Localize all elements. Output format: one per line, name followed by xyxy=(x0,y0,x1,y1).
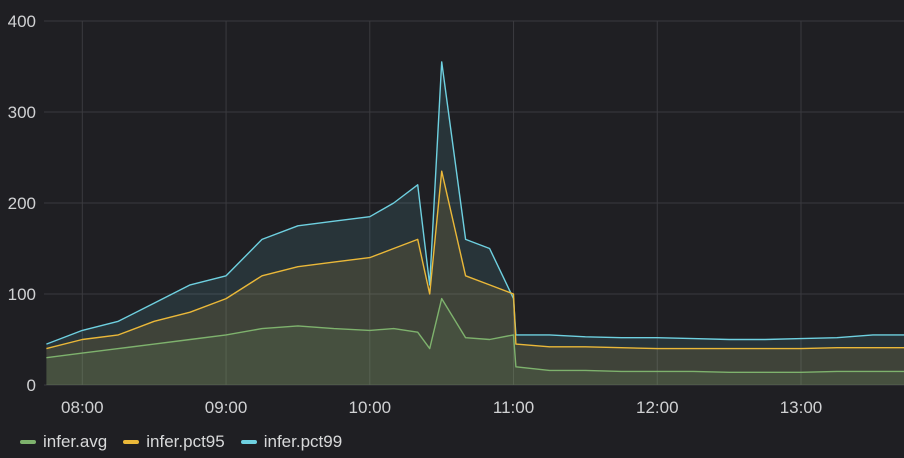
x-tick-label-1300: 13:00 xyxy=(780,398,823,417)
series-line-infer-pct95 xyxy=(46,170,904,350)
legend-label-pct95: infer.pct95 xyxy=(146,432,225,451)
legend-label-pct99: infer.pct99 xyxy=(263,432,343,451)
legend-item-pct95[interactable]: infer.pct95 xyxy=(123,432,225,452)
y-tick-label-200: 200 xyxy=(8,194,36,213)
y-tick-label-0: 0 xyxy=(27,376,36,395)
legend-item-avg[interactable]: infer.avg xyxy=(20,432,107,452)
series-line-infer-avg xyxy=(46,297,904,373)
y-tick-label-100: 100 xyxy=(8,285,36,304)
series-line-infer-pct99 xyxy=(46,61,904,345)
series-area-infer-avg xyxy=(46,298,904,385)
legend-swatch-pct95 xyxy=(123,440,140,444)
legend-item-pct99[interactable]: infer.pct99 xyxy=(240,432,343,452)
x-tick-label-1200: 12:00 xyxy=(636,398,679,417)
legend: infer.avg infer.pct95 infer.pct99 xyxy=(20,430,342,454)
legend-swatch-pct99 xyxy=(240,440,257,444)
y-tick-label-300: 300 xyxy=(8,103,36,122)
legend-label-avg: infer.avg xyxy=(43,432,108,451)
x-tick-label-1000: 10:00 xyxy=(349,398,392,417)
x-tick-label-0900: 09:00 xyxy=(205,398,248,417)
series-area-infer-pct95 xyxy=(46,171,904,385)
series-area-infer-pct99 xyxy=(46,61,904,386)
time-series-chart: 0 100 200 300 400 08:00 09:00 10:00 11:00 12:00 13… xyxy=(8,12,904,417)
y-tick-label-400: 400 xyxy=(8,12,36,31)
x-tick-label-0800: 08:00 xyxy=(61,398,104,417)
x-tick-label-1100: 11:00 xyxy=(493,398,534,417)
legend-swatch-avg xyxy=(20,440,36,444)
